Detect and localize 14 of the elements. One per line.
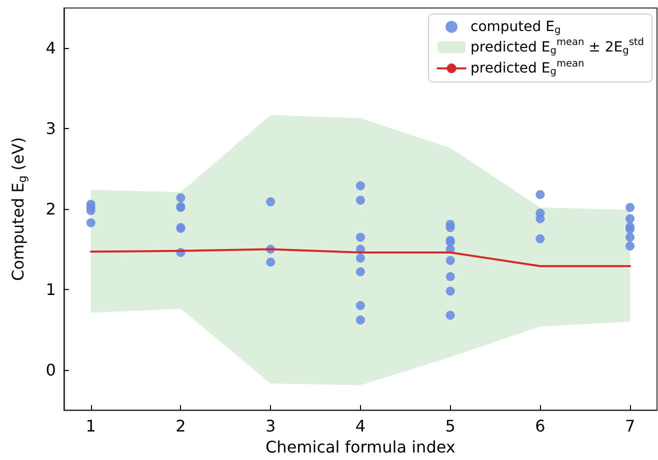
x-tick-label: 1 (86, 416, 96, 436)
y-tick-label: 2 (46, 200, 56, 219)
y-tick-label: 1 (46, 280, 56, 299)
y-tick-label: 4 (46, 38, 56, 58)
x-tick-label: 3 (265, 416, 276, 436)
y-tick-label: 3 (46, 119, 56, 138)
x-axis-title: Chemical formula index (266, 438, 456, 456)
y-tick-label: 0 (46, 360, 56, 380)
x-tick-label: 7 (624, 416, 636, 436)
x-tick-label: 4 (355, 416, 366, 436)
x-tick-label: 2 (176, 416, 186, 436)
y-axis-title: Computed Eg (eV) (8, 137, 29, 281)
x-tick-label: 5 (445, 416, 456, 436)
x-tick-label: 6 (535, 416, 546, 436)
